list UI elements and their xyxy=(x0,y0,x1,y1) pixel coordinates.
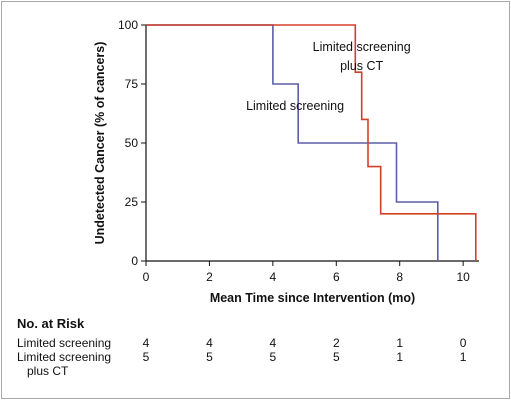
series-line-limited-screening-plus-ct xyxy=(146,24,477,261)
risk-value: 1 xyxy=(459,350,467,364)
risk-value: 5 xyxy=(332,350,340,364)
risk-row-label-line: Limited screening xyxy=(17,350,112,364)
y-tick-label: 100 xyxy=(118,18,138,32)
risk-value: 1 xyxy=(396,336,404,350)
y-axis-title: Undetected Cancer (% of cancers) xyxy=(93,42,107,245)
risk-value: 2 xyxy=(332,336,340,350)
x-tick-label: 6 xyxy=(333,270,340,284)
series-annotation: plus CT xyxy=(340,59,383,73)
risk-value: 4 xyxy=(269,336,277,350)
series-line-limited-screening xyxy=(146,24,439,261)
annotations: Limited screening Limited screening plus C… xyxy=(246,40,411,113)
x-tick-label: 2 xyxy=(206,270,213,284)
risk-value: 4 xyxy=(206,336,213,350)
x-tick-label: 10 xyxy=(456,270,470,284)
series-lines xyxy=(146,24,477,261)
risk-value: 0 xyxy=(459,336,467,350)
series-annotation: Limited screening xyxy=(313,40,411,54)
x-tick-label: 8 xyxy=(396,270,403,284)
x-tick-label: 0 xyxy=(143,270,150,284)
risk-row-label-line: plus CT xyxy=(27,364,69,378)
risk-table-title: No. at Risk xyxy=(17,316,85,331)
y-tick-label: 0 xyxy=(131,254,138,268)
x-tick-label: 4 xyxy=(270,270,277,284)
risk-value: 5 xyxy=(206,350,213,364)
risk-row-label: Limited screening plus CT xyxy=(17,350,111,378)
risk-value: 1 xyxy=(396,350,404,364)
y-tick-label: 25 xyxy=(125,195,139,209)
risk-row-label: Limited screening xyxy=(17,336,111,350)
risk-row-label-line: Limited screening xyxy=(17,336,112,350)
risk-value: 5 xyxy=(269,350,277,364)
y-tick-label: 50 xyxy=(125,136,139,150)
risk-value: 4 xyxy=(142,336,150,350)
series-annotation: Limited screening xyxy=(246,99,344,113)
risk-value: 5 xyxy=(142,350,150,364)
y-tick-label: 75 xyxy=(125,77,139,91)
x-axis-title: Mean Time since Intervention (mo) xyxy=(210,291,415,305)
